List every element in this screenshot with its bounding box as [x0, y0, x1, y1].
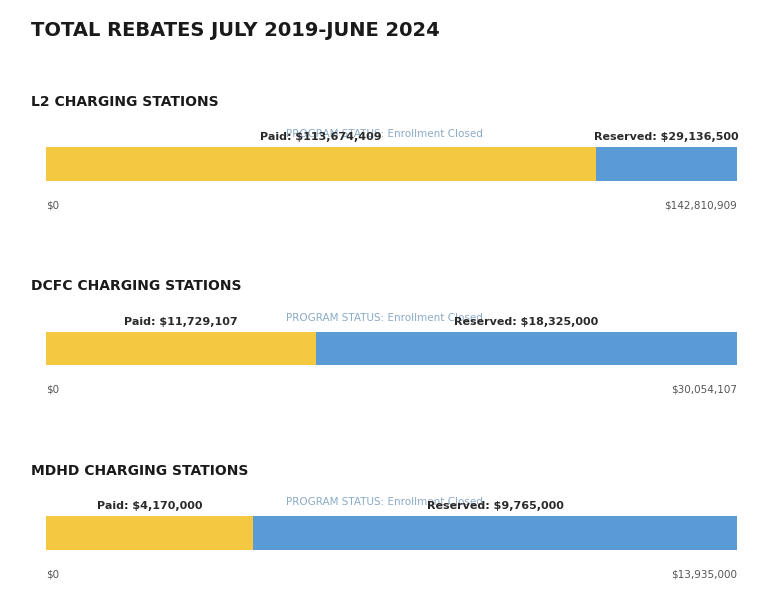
Text: Reserved: $18,325,000: Reserved: $18,325,000 — [455, 317, 599, 327]
Bar — [46, 147, 596, 181]
Text: $0: $0 — [46, 569, 59, 579]
Bar — [46, 516, 253, 550]
Text: L2 CHARGING STATIONS: L2 CHARGING STATIONS — [31, 95, 218, 109]
Text: $142,810,909: $142,810,909 — [664, 201, 737, 211]
Text: Reserved: $9,765,000: Reserved: $9,765,000 — [427, 501, 564, 511]
Text: PROGRAM STATUS: Enrollment Closed: PROGRAM STATUS: Enrollment Closed — [286, 129, 482, 139]
Text: $30,054,107: $30,054,107 — [671, 385, 737, 395]
Text: Paid: $4,170,000: Paid: $4,170,000 — [97, 501, 202, 511]
Bar — [46, 332, 316, 365]
Text: $13,935,000: $13,935,000 — [671, 569, 737, 579]
Text: $0: $0 — [46, 201, 59, 211]
Bar — [316, 332, 737, 365]
Text: $0: $0 — [46, 385, 59, 395]
Text: PROGRAM STATUS: Enrollment Closed: PROGRAM STATUS: Enrollment Closed — [286, 313, 482, 323]
Text: PROGRAM STATUS: Enrollment Closed: PROGRAM STATUS: Enrollment Closed — [286, 497, 482, 507]
Text: DCFC CHARGING STATIONS: DCFC CHARGING STATIONS — [31, 279, 241, 293]
Text: TOTAL REBATES JULY 2019-JUNE 2024: TOTAL REBATES JULY 2019-JUNE 2024 — [31, 21, 439, 41]
Bar — [253, 516, 737, 550]
Bar — [596, 147, 737, 181]
Text: Paid: $11,729,107: Paid: $11,729,107 — [124, 317, 238, 327]
Text: MDHD CHARGING STATIONS: MDHD CHARGING STATIONS — [31, 464, 248, 478]
Text: Paid: $113,674,409: Paid: $113,674,409 — [260, 133, 382, 142]
Text: Reserved: $29,136,500: Reserved: $29,136,500 — [594, 133, 739, 142]
